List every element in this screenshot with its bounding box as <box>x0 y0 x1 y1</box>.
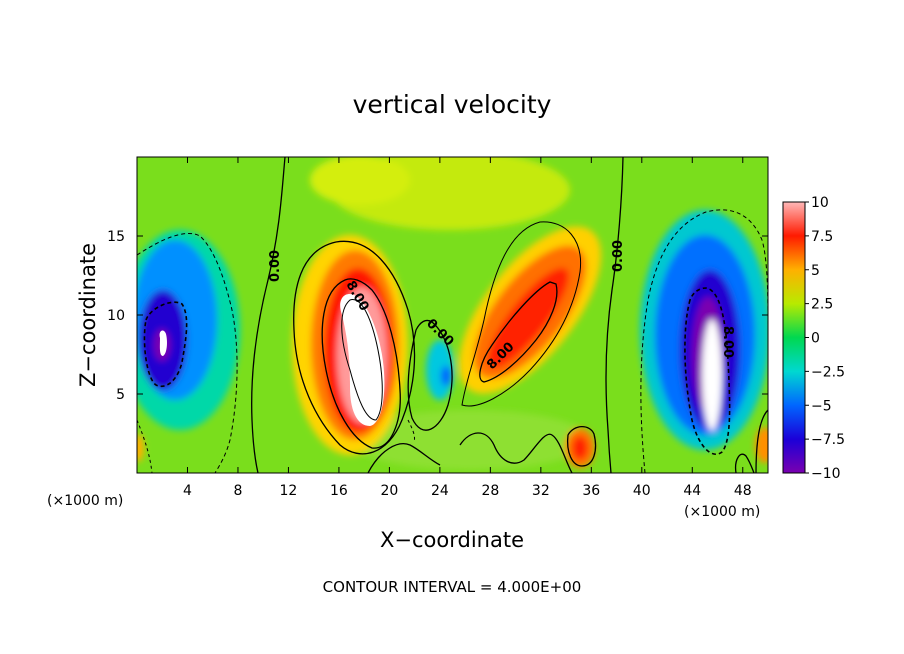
x-tick-label: 12 <box>280 483 298 499</box>
x-tick-label: 48 <box>734 483 752 499</box>
x-tick-label: 20 <box>380 483 398 499</box>
y-axis-ticks: 5 10 15 <box>107 229 768 403</box>
central-downdraft-core <box>441 366 451 386</box>
y-tick-label: 5 <box>116 387 125 403</box>
colorbar-tick-label: −5 <box>811 398 832 414</box>
colorbar-tick-label: −7.5 <box>811 432 845 448</box>
chart-title: vertical velocity <box>353 90 552 119</box>
zero-contour-small-updraft <box>566 425 597 467</box>
eight-contour-updraft-1 <box>321 278 401 449</box>
bottom-left-updraft <box>137 434 144 462</box>
contour-interval-note: CONTOUR INTERVAL = 4.000E+00 <box>323 578 582 596</box>
right-downdraft-extreme <box>702 319 722 431</box>
x-tick-label: 24 <box>431 483 449 499</box>
zero-contour-left <box>251 157 286 473</box>
upper-yellow-band-2 <box>310 157 410 205</box>
contour-label-1: 0.00 <box>268 250 283 282</box>
y-tick-label: 10 <box>107 308 125 324</box>
colorbar-tick-label: 0 <box>811 331 820 347</box>
colorbar-tick-label: −10 <box>811 466 841 482</box>
x-tick-label: 28 <box>481 483 499 499</box>
negative-contour-left-bottom <box>137 419 153 473</box>
x-tick-label: 36 <box>582 483 600 499</box>
bottom-right-updraft <box>755 427 768 463</box>
contour-label-6: 8.00 <box>720 326 735 358</box>
colorbar-tick-label: 5 <box>811 263 820 279</box>
eight-contour-updraft-2 <box>479 281 558 383</box>
x-unit-right: (×1000 m) <box>684 504 760 520</box>
left-downdraft-extreme <box>159 330 167 356</box>
x-tick-label: 4 <box>183 483 192 499</box>
y-axis-title: Z−coordinate <box>76 243 100 387</box>
contour-lines <box>137 157 768 473</box>
zero-contour-right-bottom <box>734 409 768 473</box>
negative-contour-left <box>137 232 238 473</box>
negative-contour-right <box>640 209 768 473</box>
inner-contour-updraft-1 <box>341 299 383 421</box>
x-tick-label: 16 <box>330 483 348 499</box>
colorbar-gradient <box>782 201 806 474</box>
x-tick-label: 44 <box>683 483 701 499</box>
negative-contour-central <box>407 419 415 443</box>
updraft-2-red <box>487 267 569 369</box>
colorbar-tick-label: 7.5 <box>811 229 833 245</box>
velocity-field <box>137 157 768 473</box>
colorbar-tick-label: 10 <box>811 195 829 211</box>
updraft-1-core <box>340 294 385 426</box>
colorbar: 10 7.5 5 2.5 0 −2.5 −5 −7.5 −10 <box>782 195 845 482</box>
x-axis-title: X−coordinate <box>380 528 524 552</box>
y-tick-label: 15 <box>107 229 125 245</box>
small-updraft-core <box>572 436 588 460</box>
zero-contour-bottom <box>367 432 573 473</box>
x-tick-label: 8 <box>233 483 242 499</box>
x-tick-label: 40 <box>633 483 651 499</box>
zero-contour-central <box>407 319 453 431</box>
x-tick-label: 32 <box>532 483 550 499</box>
zero-contour-updraft-1 <box>293 240 416 455</box>
colorbar-ticks: 10 7.5 5 2.5 0 −2.5 −5 −7.5 −10 <box>805 195 845 482</box>
x-unit-left: (×1000 m) <box>47 493 123 509</box>
contour-label-2: 0.00 <box>611 240 626 272</box>
x-axis-ticks: 4 8 12 16 20 24 28 32 36 40 44 48 <box>183 157 752 499</box>
lower-green-band <box>350 410 590 470</box>
colorbar-tick-label: −2.5 <box>811 364 845 380</box>
negative-eight-contour-right <box>684 287 731 455</box>
zero-contour-updraft-2 <box>461 221 582 407</box>
zero-contour-right <box>605 157 624 473</box>
colorbar-tick-label: 2.5 <box>811 297 833 313</box>
